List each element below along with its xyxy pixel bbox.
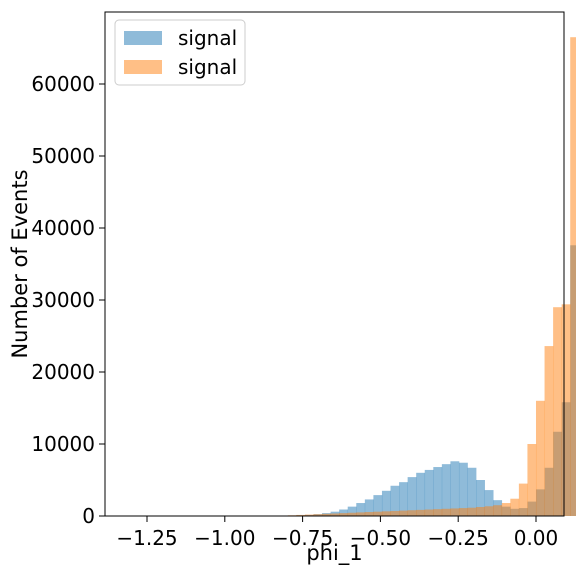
bar-series-1-bin-24 bbox=[330, 513, 340, 516]
y-tick-label-5: 50000 bbox=[31, 144, 95, 168]
bar-series-1-bin-29 bbox=[373, 511, 383, 516]
bar-series-0-bin-30 bbox=[381, 490, 391, 516]
y-tick-label-1: 10000 bbox=[31, 432, 95, 456]
y-axis: 0 10000 20000 30000 40000 50000 60000 bbox=[31, 72, 105, 528]
x-tick-label-1: −1.00 bbox=[194, 526, 255, 550]
bar-series-1-bin-44 bbox=[501, 503, 511, 516]
bar-series-1-bin-21 bbox=[304, 514, 314, 516]
bar-series-1-bin-40 bbox=[467, 507, 477, 516]
bar-series-0-bin-35 bbox=[424, 469, 434, 516]
bar-series-1-bin-35 bbox=[424, 509, 434, 516]
bar-series-1-bin-36 bbox=[433, 509, 443, 516]
bar-series-1-bin-43 bbox=[493, 505, 503, 516]
bar-series-0-bin-40 bbox=[467, 467, 477, 516]
bar-series-1-bin-34 bbox=[416, 509, 426, 516]
bar-series-1-bin-26 bbox=[347, 512, 357, 516]
y-axis-label: Number of Events bbox=[8, 169, 32, 358]
bar-series-1-bin-30 bbox=[381, 511, 391, 516]
series-1-bars bbox=[287, 37, 576, 516]
bar-series-0-bin-38 bbox=[450, 461, 460, 516]
bar-series-1-bin-50 bbox=[553, 307, 562, 516]
x-tick-label-2: −0.75 bbox=[272, 526, 333, 550]
x-tick-label-0: −1.25 bbox=[116, 526, 177, 550]
bar-series-1-bin-20 bbox=[296, 514, 306, 516]
bar-series-0-bin-42 bbox=[484, 490, 494, 516]
bar-series-0-bin-39 bbox=[458, 462, 468, 516]
bar-series-1-bin-22 bbox=[313, 514, 323, 516]
bar-series-0-bin-41 bbox=[476, 480, 485, 516]
bar-series-0-bin-25 bbox=[339, 509, 349, 516]
y-tick-label-6: 60000 bbox=[31, 72, 95, 96]
bar-series-0-bin-32 bbox=[399, 482, 408, 516]
bar-series-1-bin-42 bbox=[484, 506, 494, 516]
bar-series-1-bin-32 bbox=[399, 510, 408, 516]
legend: signal signal bbox=[114, 19, 246, 86]
bar-series-0-bin-34 bbox=[416, 472, 426, 516]
bar-series-1-bin-39 bbox=[458, 508, 468, 516]
bar-series-0-bin-29 bbox=[373, 495, 383, 516]
y-tick-label-4: 40000 bbox=[31, 216, 95, 240]
bar-series-1-bin-27 bbox=[356, 512, 366, 516]
legend-swatch-1 bbox=[124, 60, 162, 74]
bar-series-1-bin-23 bbox=[322, 513, 331, 516]
bar-series-1-bin-28 bbox=[364, 512, 374, 516]
bar-series-1-bin-33 bbox=[407, 510, 417, 516]
bar-series-1-bin-41 bbox=[476, 507, 485, 516]
x-tick-label-4: −0.25 bbox=[428, 526, 489, 550]
bar-series-0-bin-33 bbox=[407, 477, 417, 516]
plot-frame bbox=[104, 11, 565, 517]
bar-series-1-bin-49 bbox=[544, 346, 554, 516]
bar-series-1-bin-38 bbox=[450, 508, 460, 516]
bar-series-1-bin-25 bbox=[339, 513, 349, 516]
bar-series-1-bin-45 bbox=[510, 498, 520, 516]
legend-label-0: signal bbox=[178, 26, 237, 50]
y-tick-label-0: 0 bbox=[82, 504, 95, 528]
bar-series-1-bin-37 bbox=[441, 508, 451, 516]
bar-series-0-bin-31 bbox=[390, 485, 400, 516]
y-tick-label-3: 30000 bbox=[31, 288, 95, 312]
x-axis-label: phi_1 bbox=[306, 541, 362, 566]
x-tick-label-5: 0.00 bbox=[514, 526, 559, 550]
bar-series-0-bin-28 bbox=[364, 499, 374, 516]
x-tick-label-3: −0.50 bbox=[350, 526, 411, 550]
y-tick-label-2: 20000 bbox=[31, 360, 95, 384]
legend-label-1: signal bbox=[178, 55, 237, 79]
bar-series-0-bin-37 bbox=[441, 464, 451, 516]
bar-series-1-bin-51 bbox=[561, 304, 571, 516]
bar-series-1-bin-48 bbox=[535, 400, 545, 516]
bar-series-0-bin-27 bbox=[356, 503, 366, 516]
x-axis: −1.25 −1.00 −0.75 −0.50 −0.25 0.00 bbox=[116, 516, 558, 550]
bar-series-1-bin-52 bbox=[570, 37, 576, 516]
bar-series-1-bin-31 bbox=[390, 510, 400, 516]
bar-series-1-bin-47 bbox=[527, 444, 537, 516]
bar-series-1-bin-46 bbox=[518, 483, 528, 516]
bar-series-0-bin-36 bbox=[433, 467, 443, 516]
bar-series-0-bin-26 bbox=[347, 506, 357, 516]
legend-swatch-0 bbox=[124, 31, 162, 45]
